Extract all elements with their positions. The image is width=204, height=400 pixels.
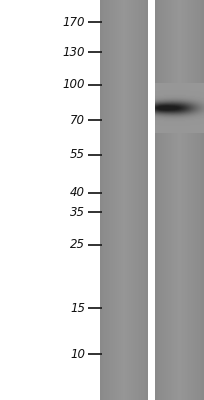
Text: 40: 40 [70, 186, 85, 200]
Text: 100: 100 [62, 78, 85, 92]
Text: 130: 130 [62, 46, 85, 58]
Text: 25: 25 [70, 238, 85, 252]
Bar [100, 0, 148, 400]
Text: 10: 10 [70, 348, 85, 360]
Text: 15: 15 [70, 302, 85, 314]
Text: 70: 70 [70, 114, 85, 126]
Bar [148, 0, 155, 400]
Bar [155, 0, 204, 400]
Text: 170: 170 [62, 16, 85, 28]
Text: 35: 35 [70, 206, 85, 218]
Text: 55: 55 [70, 148, 85, 162]
